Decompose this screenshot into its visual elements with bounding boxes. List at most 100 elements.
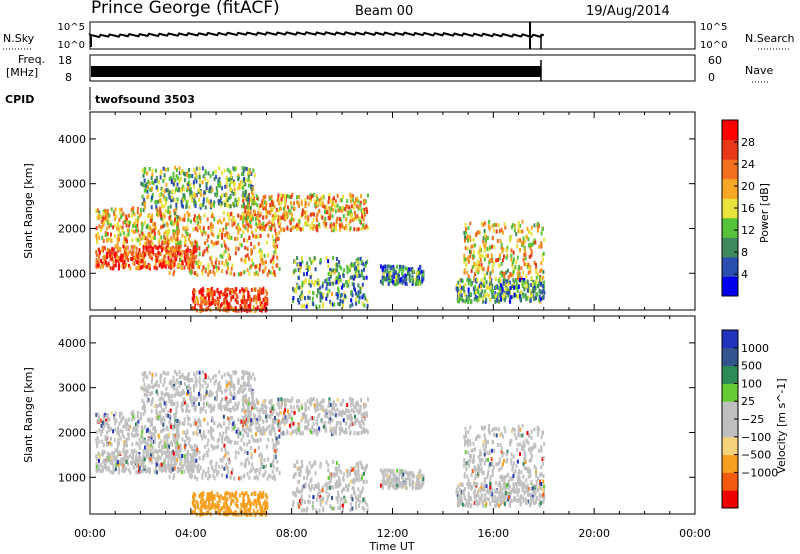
power-cell xyxy=(154,222,156,226)
power-cell xyxy=(256,305,259,310)
power-cell xyxy=(484,293,487,298)
power-cell xyxy=(539,275,541,280)
velocity-cell xyxy=(353,405,356,410)
velocity-cell xyxy=(198,469,201,473)
velocity-cell xyxy=(95,437,98,442)
velocity-cell xyxy=(107,465,110,470)
power-cell xyxy=(196,215,199,220)
power-cell xyxy=(158,263,161,268)
power-cell xyxy=(210,286,213,291)
velocity-cell xyxy=(141,469,144,473)
velocity-cell xyxy=(250,451,253,456)
velocity-cell xyxy=(166,436,168,441)
power-cell xyxy=(254,244,257,249)
power-cell xyxy=(327,200,330,205)
power-cell xyxy=(248,204,251,209)
power-cell xyxy=(305,210,308,215)
power-cell xyxy=(148,241,151,246)
velocity-cell xyxy=(349,403,352,408)
power-cell xyxy=(243,216,246,221)
power-cell xyxy=(343,293,346,298)
power-cell xyxy=(199,225,201,230)
power-cell xyxy=(341,299,344,304)
power-cell xyxy=(486,285,488,290)
power-cell xyxy=(261,228,264,233)
velocity-cell xyxy=(201,473,204,477)
velocity-cell xyxy=(181,453,184,458)
power-cell xyxy=(132,256,135,260)
power-cell xyxy=(389,279,392,284)
velocity-cell xyxy=(245,417,248,422)
velocity-cell xyxy=(226,466,229,471)
velocity-cell xyxy=(177,467,180,472)
power-cell xyxy=(500,245,503,250)
power-cell xyxy=(211,187,214,192)
power-cell xyxy=(352,205,355,210)
power-cell xyxy=(247,197,250,202)
power-cell xyxy=(328,288,331,293)
velocity-cell xyxy=(125,450,127,455)
power-cell xyxy=(226,292,229,297)
power-cell xyxy=(531,242,534,247)
velocity-cell xyxy=(241,416,244,421)
velocity-cell xyxy=(216,393,219,398)
power-cell xyxy=(400,267,403,272)
velocity-cell xyxy=(342,398,344,403)
velocity-cell xyxy=(247,415,250,420)
velocity-cell xyxy=(108,467,111,472)
range-tick-label: 4000 xyxy=(58,133,86,146)
velocity-cell xyxy=(301,412,304,417)
power-cell xyxy=(122,220,125,225)
power-cell xyxy=(483,229,486,233)
power-cell xyxy=(536,221,539,226)
power-cell xyxy=(202,296,205,301)
power-cell xyxy=(285,215,288,220)
power-cell xyxy=(150,205,153,210)
power-cell xyxy=(248,256,251,261)
power-cell xyxy=(271,220,274,225)
power-cell xyxy=(101,264,104,269)
power-cell xyxy=(536,228,539,233)
velocity-cell xyxy=(276,440,279,445)
power-cell xyxy=(479,284,482,289)
power-cell xyxy=(490,253,493,258)
velocity-cell xyxy=(256,476,259,481)
power-cell xyxy=(269,210,272,214)
power-cell xyxy=(250,214,253,219)
velocity-cell xyxy=(107,451,110,456)
velocity-cell xyxy=(125,427,128,432)
power-cell xyxy=(523,280,526,285)
power-cell xyxy=(337,287,340,292)
power-cell xyxy=(317,279,320,284)
velocity-cell xyxy=(327,420,330,424)
velocity-cell xyxy=(230,470,233,475)
power-cell xyxy=(339,298,342,303)
power-cell xyxy=(225,180,228,184)
power-cell xyxy=(153,228,156,233)
velocity-cell xyxy=(146,468,149,473)
power-cell xyxy=(181,217,184,222)
power-cell xyxy=(229,288,232,293)
velocity-cell xyxy=(141,405,144,410)
velocity-cell xyxy=(265,414,268,419)
velocity-cell xyxy=(308,428,311,432)
velocity-cell xyxy=(168,474,171,479)
power-cell xyxy=(506,245,509,250)
power-cell xyxy=(105,217,108,222)
velocity-cell xyxy=(234,455,237,460)
power-cell xyxy=(160,258,163,263)
velocity-cell xyxy=(231,467,234,472)
velocity-cell xyxy=(355,418,358,423)
power-cell xyxy=(156,246,159,250)
power-cell xyxy=(471,244,474,249)
power-cell xyxy=(242,223,244,228)
velocity-cell xyxy=(121,429,124,434)
velocity-cell xyxy=(168,445,170,449)
velocity-cell xyxy=(114,421,116,426)
power-cell xyxy=(335,223,337,228)
power-cell xyxy=(328,193,331,198)
velocity-cell xyxy=(290,421,293,426)
velocity-cell xyxy=(259,407,262,412)
velocity-cell xyxy=(110,455,113,460)
